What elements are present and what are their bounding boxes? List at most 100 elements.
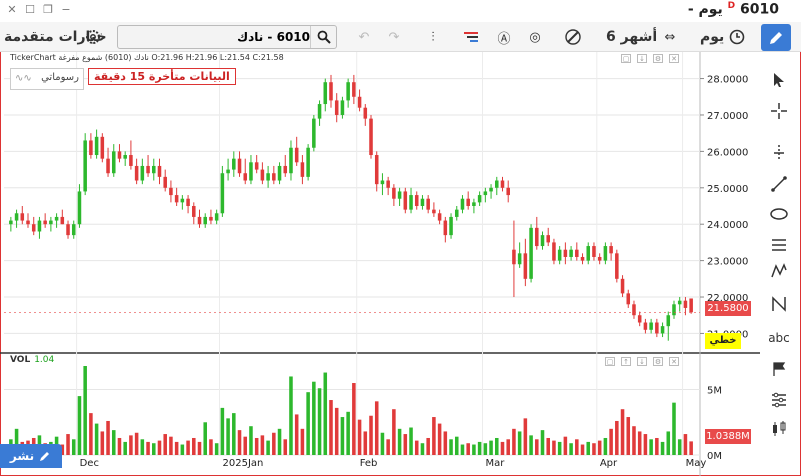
line-tag[interactable]: خطي xyxy=(705,333,741,349)
pattern-icon[interactable] xyxy=(765,258,793,284)
volume-name: VOL xyxy=(10,355,31,365)
share-button[interactable]: نشر xyxy=(0,444,62,468)
volume-bar xyxy=(352,383,356,455)
vol-pane-settings-icon[interactable]: ⚙ xyxy=(653,357,663,366)
period-selector[interactable]: 6 أشهر xyxy=(606,26,657,48)
candle-body xyxy=(597,256,602,261)
volume-bar xyxy=(386,439,390,455)
candle-body xyxy=(94,136,99,156)
volume-label: VOL 1.04 xyxy=(10,355,54,365)
draw-tool-icon[interactable] xyxy=(561,26,585,48)
vol-pane-down-icon[interactable]: ↓ xyxy=(637,357,647,366)
volume-bar xyxy=(632,426,636,455)
candle-body xyxy=(466,198,470,206)
minimize-icon[interactable]: − xyxy=(61,3,71,16)
candle-body xyxy=(123,155,127,159)
candle-body xyxy=(277,165,282,181)
candle-body xyxy=(106,158,110,174)
alert-icon[interactable]: Ⓐ xyxy=(497,31,511,47)
candle-body xyxy=(26,220,30,225)
y-tick-label: 22.0000 xyxy=(707,293,748,304)
volume-bar xyxy=(363,431,368,455)
candle-body xyxy=(100,136,105,159)
candle-body xyxy=(557,249,562,261)
volume-bar xyxy=(472,444,476,455)
candle-body xyxy=(237,158,242,174)
volume-bar xyxy=(157,440,162,455)
vertical-line-icon[interactable] xyxy=(765,140,793,166)
symbol-search[interactable] xyxy=(117,25,337,49)
volume-bar xyxy=(489,440,493,455)
search-icon[interactable] xyxy=(310,26,336,48)
interval-selector[interactable]: يوم xyxy=(700,26,724,48)
crosshair-icon[interactable] xyxy=(765,98,793,124)
pencil-icon[interactable] xyxy=(761,24,791,51)
volume-bar xyxy=(626,417,631,455)
candle-body xyxy=(323,82,328,105)
title-bar: ✕ ☐ ❐ − 6010 D يوم - xyxy=(0,0,801,22)
x-tick-label: Feb xyxy=(360,458,378,469)
zigzag-icon[interactable] xyxy=(765,291,793,317)
candle-body xyxy=(157,165,162,177)
candle-body xyxy=(226,169,230,174)
compare-icon[interactable] xyxy=(460,26,482,48)
candle-body xyxy=(283,165,288,174)
undo-icon[interactable]: ↶ xyxy=(358,29,370,45)
candle-body xyxy=(626,293,631,305)
candle-body xyxy=(352,82,356,97)
indicators-icon[interactable]: ⫶ xyxy=(431,29,435,45)
pane-close-icon[interactable]: ✕ xyxy=(669,54,679,63)
volume-bar xyxy=(677,439,682,455)
clock-icon[interactable] xyxy=(727,26,747,48)
pane-settings-icon[interactable]: ⚙ xyxy=(653,54,663,63)
close-icon[interactable]: ✕ xyxy=(7,3,17,16)
pane-maximize-icon[interactable]: ▢ xyxy=(621,54,631,63)
text-abc-icon[interactable]: abc xyxy=(768,331,790,345)
pane-down-icon[interactable]: ↓ xyxy=(637,54,647,63)
settings-sliders-icon[interactable] xyxy=(765,387,793,413)
fibonacci-icon[interactable] xyxy=(765,232,793,258)
vol-pane-up-icon[interactable]: ↑ xyxy=(621,357,631,366)
period-label: 6 أشهر xyxy=(606,29,658,45)
candle-body xyxy=(37,220,42,232)
gear-icon[interactable] xyxy=(84,26,102,48)
flag-icon[interactable] xyxy=(765,356,793,382)
vol-pane-close-icon[interactable]: ✕ xyxy=(669,357,679,366)
search-input[interactable] xyxy=(122,28,310,46)
candles-icon[interactable] xyxy=(765,416,793,442)
line-chart-icon[interactable]: ◎ xyxy=(529,29,541,45)
period-arrows-icon[interactable]: ⇔ xyxy=(664,29,676,45)
volume-bar xyxy=(254,437,259,455)
y-tick-label: 27.0000 xyxy=(707,111,748,122)
advanced-options-button[interactable]: خيارات متقدمة xyxy=(4,26,107,48)
candle-body xyxy=(649,322,653,330)
ellipse-icon[interactable] xyxy=(765,201,793,227)
candle-body xyxy=(609,246,613,254)
candle-body xyxy=(260,169,265,181)
volume-bar xyxy=(300,428,305,455)
price-chart[interactable]: 28.0000 27.0000 26.0000 25.0000 24.0000 23.00… xyxy=(0,52,760,476)
volume-bar xyxy=(306,392,310,455)
volume-bar xyxy=(203,422,207,455)
maximize-icon[interactable]: ☐ xyxy=(25,3,35,16)
trend-line-icon[interactable] xyxy=(765,171,793,197)
candle-body xyxy=(249,162,253,181)
candle-body xyxy=(214,213,219,221)
volume-bar xyxy=(563,436,568,455)
vol-pane-maximize-icon[interactable]: ▢ xyxy=(605,357,615,366)
volume-bar xyxy=(180,444,185,455)
candle-body xyxy=(397,191,402,199)
restore-icon[interactable]: ❐ xyxy=(43,3,53,16)
cursor-arrow-icon[interactable] xyxy=(765,67,793,93)
candle-body xyxy=(369,118,373,156)
candle-body xyxy=(89,140,93,156)
volume-bar xyxy=(226,418,230,455)
volume-bar xyxy=(523,418,528,455)
candle-body xyxy=(192,206,196,217)
candle-body xyxy=(414,195,419,206)
candle-body xyxy=(483,191,488,196)
volume-bar xyxy=(454,436,459,455)
candle-body xyxy=(460,198,465,210)
redo-icon[interactable]: ↷ xyxy=(388,29,400,45)
chart-type-selector[interactable]: ∿∿ رسوماتي xyxy=(10,68,84,90)
